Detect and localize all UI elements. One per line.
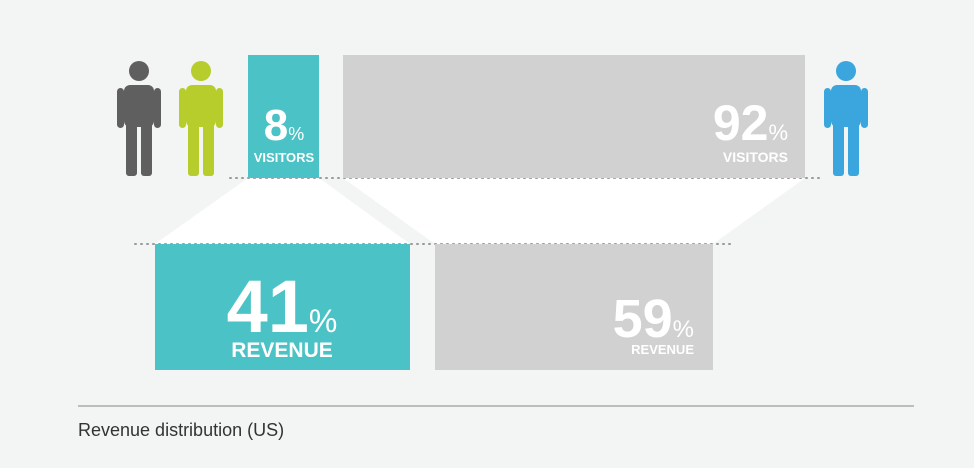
- visitors-value-2: 92%: [713, 95, 788, 151]
- visitors-label-1: VISITORS: [254, 150, 315, 165]
- person-torso: [831, 85, 861, 127]
- person-left-leg: [126, 120, 137, 176]
- person-head: [836, 61, 856, 81]
- person-head: [129, 61, 149, 81]
- revenue-bar-2: [435, 244, 713, 370]
- person-right-arm: [154, 88, 161, 128]
- person-left-leg: [188, 120, 199, 176]
- revenue-label-2: REVENUE: [631, 342, 694, 357]
- chart-caption: Revenue distribution (US): [78, 420, 285, 440]
- revenue-label-1: REVENUE: [231, 339, 333, 362]
- person-right-arm: [216, 88, 223, 128]
- person-icon: [824, 61, 868, 176]
- visitors-value-number: 8: [264, 101, 288, 150]
- person-left-arm: [824, 88, 831, 128]
- person-torso: [124, 85, 154, 127]
- revenue-value-number: 59: [613, 289, 673, 349]
- person-right-leg: [141, 120, 152, 176]
- person-left-arm: [117, 88, 124, 128]
- revenue-value-1: 41%: [227, 265, 338, 348]
- funnel-connector-teal: [155, 178, 410, 244]
- visitors-label-2: VISITORS: [723, 149, 788, 165]
- revenue-value-2: 59%: [613, 289, 694, 349]
- visitors-value-unit: %: [768, 120, 788, 145]
- funnel-connector-gray: [343, 178, 805, 244]
- person-right-leg: [203, 120, 214, 176]
- visitors-value-unit: %: [288, 124, 304, 144]
- revenue-bar-1: [155, 244, 410, 370]
- person-icon: [179, 61, 223, 176]
- person-right-arm: [861, 88, 868, 128]
- visitors-bar-1: [248, 55, 319, 178]
- revenue-value-unit: %: [673, 316, 694, 343]
- person-right-leg: [848, 120, 859, 176]
- person-icon: [117, 61, 161, 176]
- visitors-bar-2: [343, 55, 805, 178]
- visitors-value-1: 8%: [264, 101, 305, 150]
- revenue-value-number: 41: [227, 265, 309, 348]
- visitors-value-number: 92: [713, 95, 769, 151]
- person-head: [191, 61, 211, 81]
- person-left-arm: [179, 88, 186, 128]
- person-left-leg: [833, 120, 844, 176]
- person-torso: [186, 85, 216, 127]
- revenue-value-unit: %: [309, 303, 337, 339]
